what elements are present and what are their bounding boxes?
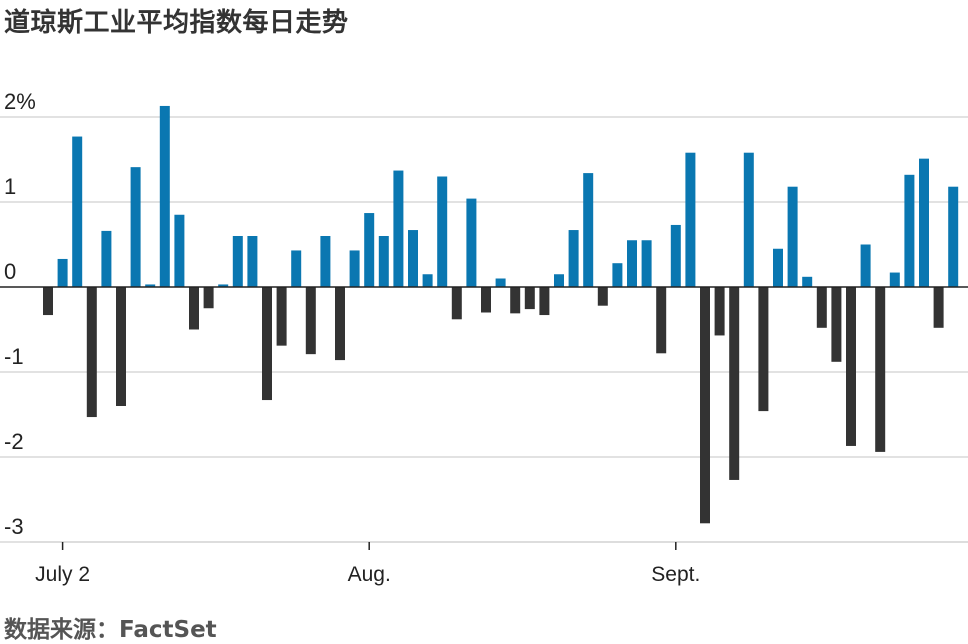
bar [349,250,360,287]
bar [670,224,681,287]
bar [583,173,594,287]
bar [802,276,813,287]
bar [320,236,331,287]
chart-title: 道琼斯工业平均指数每日走势 [4,8,349,38]
bar [554,274,564,287]
bar [130,167,141,287]
bar [948,186,959,287]
bar [495,278,506,287]
bar [933,287,944,328]
bar [627,240,637,287]
bar [218,284,229,287]
bar [145,284,156,287]
bar [919,158,929,287]
bar [787,186,798,287]
y-tick-label: 1 [4,174,16,199]
bar [305,287,316,355]
bar [466,198,477,287]
bar [116,287,126,406]
bar [335,287,345,361]
bar [875,287,886,452]
bar [437,176,448,287]
bar [641,240,652,287]
x-tick-label: Aug. [348,563,391,586]
bar [729,287,740,480]
bar [831,287,842,362]
bar [481,287,491,313]
bar [422,274,433,287]
y-tick-label: -3 [4,514,24,539]
bar [714,287,725,336]
bar [612,263,623,287]
bar [408,230,418,287]
bar [174,214,185,287]
bar [232,236,243,287]
bar [685,152,696,287]
bar [159,105,170,287]
bar [524,287,535,310]
bar [72,136,83,287]
x-tick-label: Sept. [651,563,700,586]
bar [378,236,389,287]
y-axis-labels: 2% 1 0 -1 -2 -3 [4,89,36,539]
y-tick-label: 0 [4,259,16,284]
y-tick-label: 2% [4,89,36,114]
bar [262,287,272,401]
bar [86,287,97,418]
bars [43,105,959,524]
bar [597,287,608,306]
bar [568,230,579,287]
bar [656,287,667,354]
x-tick-label: July 2 [35,563,90,586]
bar [276,287,287,346]
bar [291,250,302,287]
bar [203,287,214,309]
bar [57,258,68,287]
gridlines [0,116,968,543]
bar [364,213,375,287]
bar [393,170,404,287]
bar [816,287,827,328]
bar [773,248,783,287]
chart-source: 数据来源：FactSet [4,617,217,643]
bar [101,230,112,287]
bar [846,287,856,446]
x-axis: July 2 Aug. Sept. [30,541,968,586]
bar [758,287,769,412]
y-tick-label: -2 [4,429,24,454]
bar [539,287,550,316]
bar [743,152,754,287]
bar [189,287,199,330]
bar [247,236,258,287]
bar [889,272,900,287]
bar [700,287,710,524]
y-tick-label: -1 [4,344,24,369]
bar [43,287,53,316]
bar [904,174,915,287]
bar [451,287,462,320]
bar [860,244,871,287]
bar [510,287,521,314]
